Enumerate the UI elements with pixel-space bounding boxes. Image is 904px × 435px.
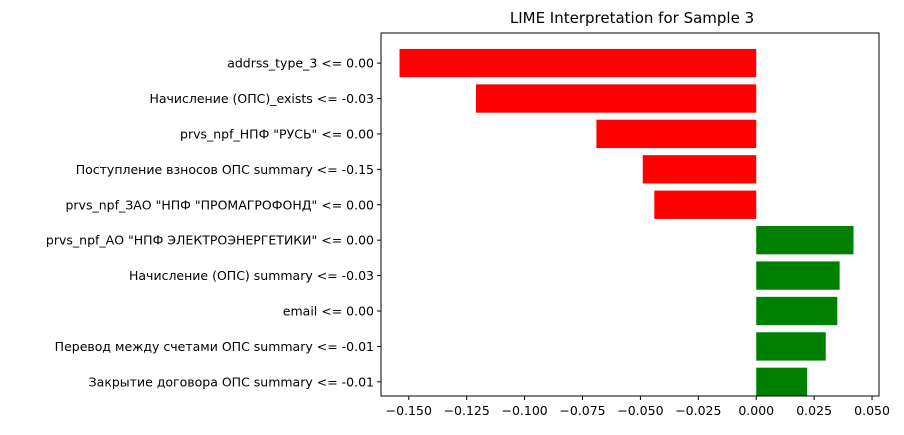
y-tick-label: prvs_npf_НПФ "РУСЬ" <= 0.00 [180,126,374,141]
bar [642,155,757,184]
bar [756,332,826,361]
chart-title: LIME Interpretation for Sample 3 [510,9,754,27]
bar [756,296,838,326]
y-tick-labels: addrss_type_3 <= 0.00 Начисление (ОПС)_ex… [46,56,381,389]
plot-area [380,32,880,397]
y-tick-label: Начисление (ОПС)_exists <= -0.03 [149,91,374,106]
bar [756,367,808,396]
x-tick-label: −0.075 [559,403,605,418]
bar [596,119,757,149]
x-tick-label: −0.125 [444,403,490,418]
y-tick-label: Закрытие договора ОПС summary <= -0.01 [89,374,374,389]
y-tick-label: addrss_type_3 <= 0.00 [227,56,374,71]
y-tick-label: prvs_npf_ЗАО "НПФ "ПРОМАГРОФОНД" <= 0.00 [65,197,374,212]
x-tick-label: −0.100 [501,403,547,418]
x-ticks: −0.150 −0.125 −0.100 −0.075 −0.050 −0.025 0.00… [386,396,890,418]
y-tick-label: email <= 0.00 [283,304,374,319]
y-tick-label: Поступление взносов ОПС summary <= -0.15 [76,162,374,177]
x-tick-label: −0.150 [386,403,432,418]
x-tick-label: −0.025 [675,403,721,418]
bar [475,84,757,113]
bar [399,48,757,78]
y-tick-label: prvs_npf_АО "НПФ ЭЛЕКТРОЭНЕРГЕТИКИ" <= 0… [46,233,374,248]
x-tick-label: 0.025 [796,403,832,418]
x-tick-label: 0.000 [738,403,774,418]
bars-group [399,48,854,396]
x-tick-label: 0.050 [854,403,890,418]
x-tick-label: −0.050 [617,403,663,418]
y-tick-label: Перевод между счетами ОПС summary <= -0.… [55,339,374,354]
bar [756,226,854,255]
y-tick-label: Начисление (ОПС) summary <= -0.03 [129,268,374,283]
bar [756,261,840,290]
bar [654,190,757,219]
